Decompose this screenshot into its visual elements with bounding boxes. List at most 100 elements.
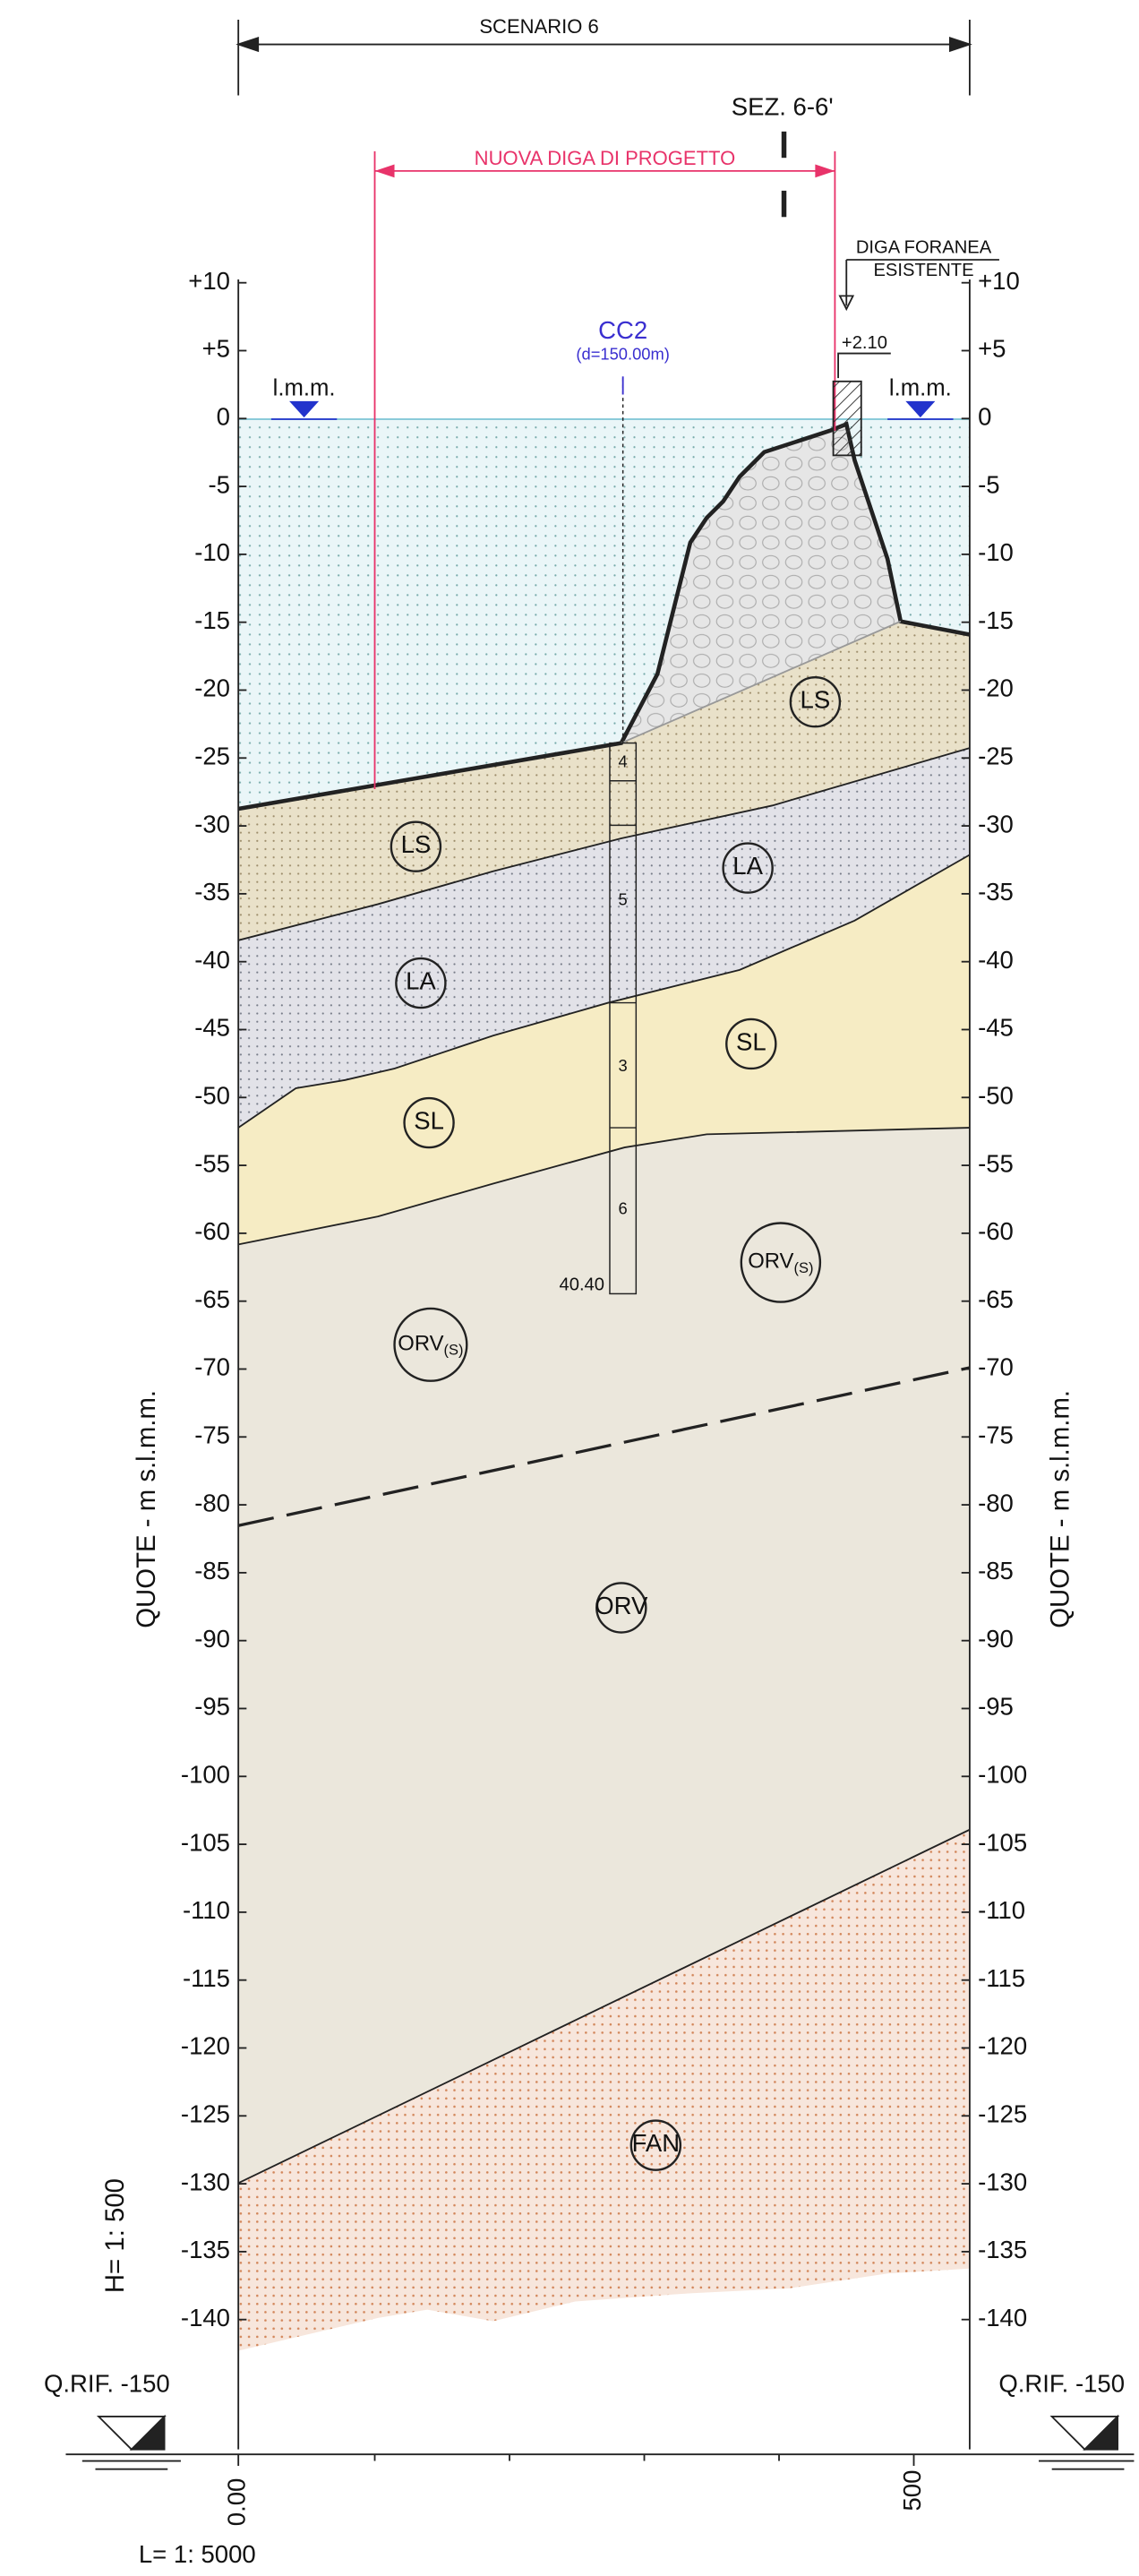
layer-label: FAN xyxy=(632,2129,681,2157)
elevation-tick-label: -105 xyxy=(978,1828,1027,1856)
borehole-name: CC2 xyxy=(598,316,647,344)
distance-tick: 500 xyxy=(898,2470,926,2512)
arrow xyxy=(375,165,395,178)
elevation-tick-label: -95 xyxy=(978,1693,1014,1721)
borehole-depth: 40.40 xyxy=(560,1275,604,1295)
vertical-scale: H= 1: 500 xyxy=(100,2178,130,2293)
elevation-tick-label: -50 xyxy=(978,1082,1014,1110)
elevation-tick-label: -30 xyxy=(978,810,1014,837)
layer-sub: (S) xyxy=(793,1260,813,1276)
elevation-tick-label: -30 xyxy=(194,810,230,837)
elevation-tick-label: -115 xyxy=(183,1964,230,1992)
elevation-tick-label: -110 xyxy=(183,1896,230,1924)
layer-label: LA xyxy=(406,967,436,995)
elevation-tick-label: -20 xyxy=(194,674,230,702)
layer-label: SL xyxy=(736,1028,766,1056)
new-dam-label: NUOVA DIGA DI PROGETTO xyxy=(475,147,736,169)
elevation-tick-label: -10 xyxy=(978,538,1014,566)
elevation-tick-label: -15 xyxy=(978,606,1014,634)
layer-name: SL xyxy=(414,1107,444,1135)
layer-name: FAN xyxy=(632,2129,681,2157)
reference-level: Q.RIF. -150 xyxy=(998,2369,1125,2397)
elevation-tick-label: -75 xyxy=(194,1421,230,1449)
arrow xyxy=(950,38,970,51)
borehole-layer: 5 xyxy=(619,890,628,909)
elevation-tick-label: -70 xyxy=(194,1353,230,1381)
elevation-tick-label: -85 xyxy=(978,1557,1014,1584)
elevation-tick-label: -5 xyxy=(209,470,230,498)
elevation-tick-label: -85 xyxy=(194,1557,230,1584)
elevation-tick-label: -20 xyxy=(978,674,1014,702)
elevation-tick-label: +5 xyxy=(202,335,230,363)
existing-dam xyxy=(834,382,861,456)
dam-elevation: +2.10 xyxy=(842,333,887,353)
scenario: SCENARIO 6 xyxy=(479,15,598,38)
layer-label: LS xyxy=(401,830,432,858)
elevation-tick-label: -70 xyxy=(978,1353,1014,1381)
elevation-tick-label: -135 xyxy=(181,2236,230,2263)
elevation-tick-label: -40 xyxy=(978,946,1014,974)
elevation-tick-label: -90 xyxy=(978,1625,1014,1653)
reference-level: Q.RIF. -150 xyxy=(44,2369,170,2397)
sea-level-label: l.m.m. xyxy=(273,376,336,401)
layer-label: LS xyxy=(801,686,831,714)
elevation-tick-label: -110 xyxy=(978,1896,1025,1924)
section-drawing: SCENARIO 6 SEZ. 6-6' NUOVA DIGA DI PROGE… xyxy=(0,0,1139,2576)
elevation-tick-label: -35 xyxy=(978,878,1014,906)
layer-sub: (S) xyxy=(444,1343,464,1359)
elevation-tick-label: -15 xyxy=(194,606,230,634)
elevation-tick-label: -65 xyxy=(978,1285,1014,1313)
elevation-tick-label: -25 xyxy=(194,743,230,770)
leader xyxy=(838,354,891,379)
elevation-tick-label: -75 xyxy=(978,1421,1014,1449)
elevation-tick-label: +10 xyxy=(978,267,1020,295)
elevation-tick-label: -50 xyxy=(194,1082,230,1110)
elevation-tick-label: -140 xyxy=(181,2304,230,2331)
layer-name: LS xyxy=(801,686,831,714)
arrow xyxy=(815,165,835,178)
elevation-tick-label: -105 xyxy=(181,1828,230,1856)
elevation-tick-label: 0 xyxy=(978,403,991,431)
layer-name: LS xyxy=(401,830,432,858)
elevation-tick-label: -130 xyxy=(181,2168,230,2195)
elevation-tick-label: -80 xyxy=(978,1489,1014,1516)
elevation-tick-label: -60 xyxy=(978,1217,1014,1245)
layer-name: ORV xyxy=(748,1249,793,1274)
axis-title: QUOTE - m s.l.m.m. xyxy=(1045,1390,1075,1628)
arrow xyxy=(238,38,258,51)
elevation-tick-label: -120 xyxy=(181,2032,230,2060)
section-label: SEZ. 6-6' xyxy=(732,92,834,120)
sea-level-label: l.m.m. xyxy=(889,376,952,401)
elevation-tick-label: 0 xyxy=(217,403,230,431)
borehole-layer: 6 xyxy=(619,1199,628,1218)
elevation-tick-label: -95 xyxy=(194,1693,230,1721)
elevation-tick-label: -120 xyxy=(978,2032,1027,2060)
layer-label: ORV xyxy=(595,1592,648,1619)
elevation-tick-label: -125 xyxy=(181,2100,230,2128)
page: { "header": {"scenario": "SCENARIO 6", "… xyxy=(0,0,1139,2576)
elevation-tick-label: -45 xyxy=(194,1014,230,1042)
layer-label: SL xyxy=(414,1107,444,1135)
borehole-layer: 3 xyxy=(619,1056,628,1075)
layer-name: ORV xyxy=(398,1332,443,1356)
existing-dam-label: DIGA FORANEA xyxy=(856,237,992,257)
layer-name: SL xyxy=(736,1028,766,1056)
elevation-tick-label: -25 xyxy=(978,743,1014,770)
elevation-tick-label: -55 xyxy=(194,1149,230,1177)
elevation-tick-label: -140 xyxy=(978,2304,1027,2331)
elevation-tick-label: -130 xyxy=(978,2168,1027,2195)
elevation-tick-label: -45 xyxy=(978,1014,1014,1042)
elevation-tick-label: -100 xyxy=(978,1761,1027,1789)
elevation-tick-label: -10 xyxy=(194,538,230,566)
axis-title: QUOTE - m s.l.m.m. xyxy=(132,1390,161,1628)
layer-name: LA xyxy=(406,967,436,995)
elevation-tick-label: -35 xyxy=(194,878,230,906)
layers xyxy=(238,419,970,2351)
elevation-tick-label: -40 xyxy=(194,946,230,974)
layer-label: LA xyxy=(732,852,763,880)
elevation-tick-label: -90 xyxy=(194,1625,230,1653)
elevation-tick-label: -80 xyxy=(194,1489,230,1516)
elevation-tick-label: +5 xyxy=(978,335,1006,363)
elevation-tick-label: -135 xyxy=(978,2236,1027,2263)
elevation-tick-label: -65 xyxy=(194,1285,230,1313)
